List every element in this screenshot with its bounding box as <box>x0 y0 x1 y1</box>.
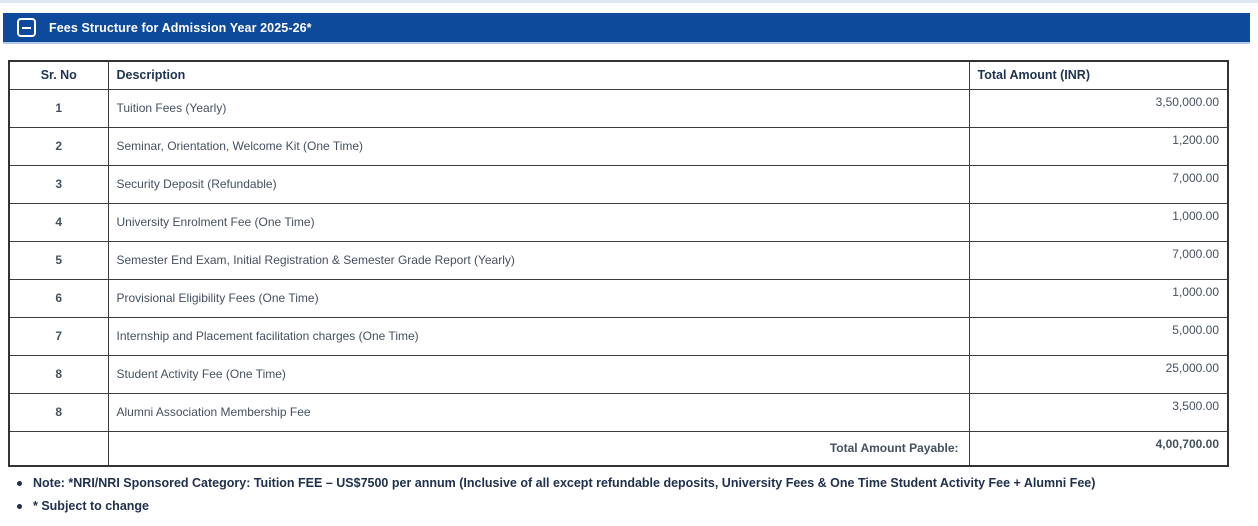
amount-cell: 5,000.00 <box>968 316 1229 356</box>
description-cell: Security Deposit (Refundable) <box>107 164 970 204</box>
fees-structure-panel-header[interactable]: Fees Structure for Admission Year 2025-2… <box>3 13 1250 44</box>
amount-cell: 7,000.00 <box>968 240 1229 280</box>
description-cell: Seminar, Orientation, Welcome Kit (One T… <box>107 126 970 166</box>
table-header-row: Sr. No Description Total Amount (INR) <box>8 60 1229 90</box>
total-row-empty-cell <box>8 430 109 467</box>
total-amount-value: 4,00,700.00 <box>968 430 1229 467</box>
sr-no-cell: 8 <box>8 354 109 394</box>
description-cell: Provisional Eligibility Fees (One Time) <box>107 278 970 318</box>
description-cell: Student Activity Fee (One Time) <box>107 354 970 394</box>
fees-table: Sr. No Description Total Amount (INR) 1 … <box>8 60 1229 467</box>
minus-icon[interactable] <box>17 18 36 37</box>
table-row: 2 Seminar, Orientation, Welcome Kit (One… <box>8 126 1229 166</box>
total-amount-payable-label: Total Amount Payable: <box>107 430 970 467</box>
table-row: 3 Security Deposit (Refundable) 7,000.00 <box>8 164 1229 204</box>
amount-cell: 3,50,000.00 <box>968 88 1229 128</box>
table-body: 1 Tuition Fees (Yearly) 3,50,000.00 2 Se… <box>8 88 1229 467</box>
sr-no-cell: 4 <box>8 202 109 242</box>
notes-list: Note: *NRI/NRI Sponsored Category: Tuiti… <box>15 474 1258 515</box>
amount-cell: 1,000.00 <box>968 202 1229 242</box>
note-item: * Subject to change <box>15 497 1165 515</box>
sr-no-cell: 7 <box>8 316 109 356</box>
sr-no-cell: 3 <box>8 164 109 204</box>
sr-no-cell: 5 <box>8 240 109 280</box>
note-item: Note: *NRI/NRI Sponsored Category: Tuiti… <box>15 474 1165 492</box>
amount-cell: 25,000.00 <box>968 354 1229 394</box>
table-row: 1 Tuition Fees (Yearly) 3,50,000.00 <box>8 88 1229 128</box>
sr-no-cell: 8 <box>8 392 109 432</box>
sr-no-cell: 1 <box>8 88 109 128</box>
table-row: 7 Internship and Placement facilitation … <box>8 316 1229 356</box>
table-row: 4 University Enrolment Fee (One Time) 1,… <box>8 202 1229 242</box>
sr-no-cell: 6 <box>8 278 109 318</box>
column-header-total-amount: Total Amount (INR) <box>968 60 1229 90</box>
table-row: 8 Student Activity Fee (One Time) 25,000… <box>8 354 1229 394</box>
table-row: 5 Semester End Exam, Initial Registratio… <box>8 240 1229 280</box>
description-cell: Tuition Fees (Yearly) <box>107 88 970 128</box>
amount-cell: 3,500.00 <box>968 392 1229 432</box>
table-row: 6 Provisional Eligibility Fees (One Time… <box>8 278 1229 318</box>
panel-title: Fees Structure for Admission Year 2025-2… <box>49 20 312 35</box>
sr-no-cell: 2 <box>8 126 109 166</box>
top-divider-strip <box>0 0 1258 3</box>
amount-cell: 7,000.00 <box>968 164 1229 204</box>
description-cell: Internship and Placement facilitation ch… <box>107 316 970 356</box>
description-cell: Semester End Exam, Initial Registration … <box>107 240 970 280</box>
description-cell: University Enrolment Fee (One Time) <box>107 202 970 242</box>
total-row: Total Amount Payable: 4,00,700.00 <box>8 430 1229 467</box>
table-row: 8 Alumni Association Membership Fee 3,50… <box>8 392 1229 432</box>
minus-icon-bar <box>22 26 31 29</box>
amount-cell: 1,000.00 <box>968 278 1229 318</box>
column-header-description: Description <box>107 60 970 90</box>
description-cell: Alumni Association Membership Fee <box>107 392 970 432</box>
column-header-sr-no: Sr. No <box>8 60 109 90</box>
amount-cell: 1,200.00 <box>968 126 1229 166</box>
